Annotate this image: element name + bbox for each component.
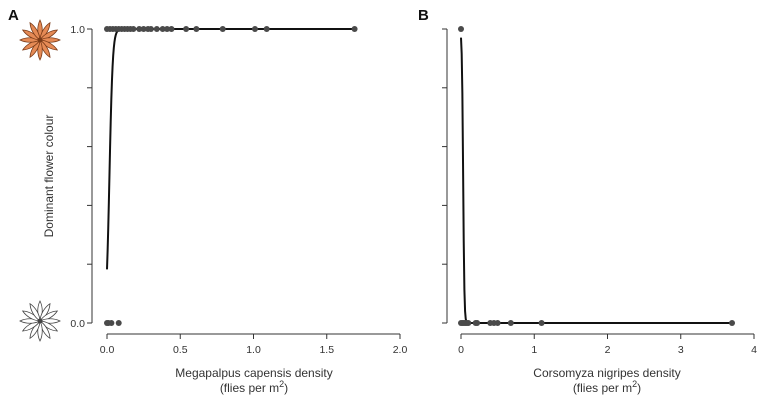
panel-a-x-axis-title: Megapalpus capensis density <box>175 366 332 380</box>
data-point <box>159 26 166 32</box>
white-flower-icon <box>19 300 61 342</box>
panel-b-fit-curve <box>460 37 733 324</box>
panel-a-y-axis-title: Dominant flower colour <box>42 115 56 238</box>
data-point <box>193 26 200 32</box>
petal <box>29 21 41 41</box>
y-tick-label: 1.0 <box>70 24 85 36</box>
x-tick-label: 1.5 <box>319 344 334 356</box>
data-point <box>474 320 481 326</box>
data-point <box>168 26 175 32</box>
data-point <box>251 26 258 32</box>
data-point <box>164 26 171 32</box>
panel-a-x-units-prefix: (flies per m <box>220 381 279 395</box>
panel-a-points <box>104 26 358 326</box>
x-tick-label: 1.0 <box>246 344 261 356</box>
panel-b-x-units-sup: 2 <box>632 379 637 389</box>
panel-b-x-units-suffix: ) <box>637 381 641 395</box>
x-tick-label: 1 <box>531 344 537 356</box>
panel-b-label: B <box>418 7 429 24</box>
x-tick-label: 2 <box>605 344 611 356</box>
x-tick-label: 2.0 <box>393 344 408 356</box>
data-point <box>108 320 115 326</box>
data-point <box>153 26 160 32</box>
panel-a-x-units-sup: 2 <box>279 379 284 389</box>
data-point <box>183 26 190 32</box>
flower-center <box>37 37 43 43</box>
y-tick-label: 0.0 <box>70 318 85 330</box>
panel-b: B 0 1 2 3 4 Corsomyza nigripes density (flie… <box>418 7 757 395</box>
data-point <box>351 26 358 32</box>
x-tick-label: 3 <box>678 344 684 356</box>
panel-a-x-units-suffix: ) <box>284 381 288 395</box>
data-point <box>458 26 464 32</box>
panel-b-x-axis-title: Corsomyza nigripes density <box>533 366 680 380</box>
x-tick-label: 0.0 <box>100 344 115 356</box>
panel-b-x-units-prefix: (flies per m <box>573 381 632 395</box>
panel-a-label: A <box>8 7 19 24</box>
panel-b-x-ticks: 0 1 2 3 4 <box>458 334 757 356</box>
data-point <box>507 320 514 326</box>
data-point <box>263 26 270 32</box>
panel-a-fit-curve <box>106 28 355 270</box>
data-point <box>729 320 736 326</box>
data-point <box>130 26 137 32</box>
data-point <box>494 320 501 326</box>
panel-a: A 0.0 1.0 0.0 0.5 1.0 1.5 2.0 Dominant flower… <box>8 7 407 395</box>
panel-a-x-axis-units: (flies per m2) <box>220 379 288 395</box>
orange-flower-icon <box>19 19 61 61</box>
panel-a-y-ticks: 0.0 1.0 <box>70 24 92 330</box>
data-point <box>219 26 226 32</box>
data-point <box>465 320 472 326</box>
x-tick-label: 0.5 <box>173 344 188 356</box>
data-point <box>147 26 154 32</box>
panel-a-x-ticks: 0.0 0.5 1.0 1.5 2.0 <box>100 334 408 356</box>
data-point <box>115 320 122 326</box>
petal <box>29 302 41 322</box>
panel-b-points <box>458 26 736 326</box>
data-point <box>136 26 143 32</box>
x-tick-label: 4 <box>751 344 757 356</box>
x-tick-label: 0 <box>458 344 464 356</box>
data-point <box>538 320 545 326</box>
flower-center <box>37 318 43 324</box>
panel-b-y-ticks <box>442 28 447 324</box>
panel-b-x-axis-units: (flies per m2) <box>573 379 641 395</box>
data-point <box>140 26 147 32</box>
